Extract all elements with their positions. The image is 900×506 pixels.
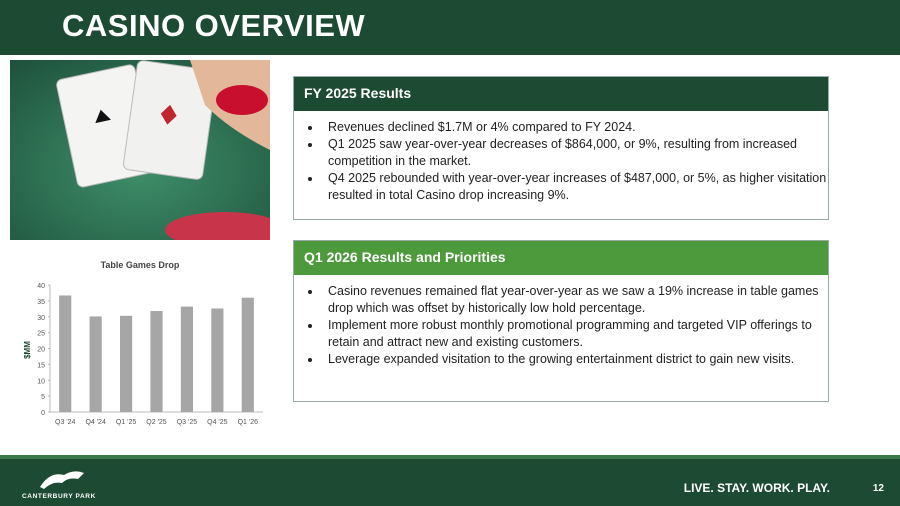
y-axis-label: $MM bbox=[23, 341, 32, 359]
x-tick-label: Q2 '25 bbox=[146, 419, 167, 426]
y-tick-label: 15 bbox=[37, 362, 45, 369]
y-tick-label: 30 bbox=[37, 315, 45, 322]
y-tick-label: 20 bbox=[37, 347, 45, 354]
x-tick-label: Q4 '25 bbox=[207, 419, 228, 426]
photo bbox=[10, 60, 270, 240]
bullet: Leverage expanded visitation to the grow… bbox=[322, 351, 828, 368]
y-tick-label: 25 bbox=[37, 331, 45, 338]
bullet-list: Revenues declined $1.7M or 4% compared t… bbox=[294, 119, 828, 204]
logo-text: CANTERBURY PARK bbox=[22, 493, 96, 500]
y-tick-label: 5 bbox=[41, 394, 45, 401]
bullet: Casino revenues remained flat year-over-… bbox=[322, 283, 828, 317]
logo-icon bbox=[40, 471, 84, 489]
y-tick-label: 0 bbox=[41, 410, 45, 417]
bar bbox=[119, 315, 133, 412]
bar bbox=[89, 316, 102, 412]
chart-title: Table Games Drop bbox=[101, 260, 180, 270]
bullet: Q1 2025 saw year-over-year decreases of … bbox=[322, 136, 828, 170]
bullet: Implement more robust monthly promotiona… bbox=[322, 317, 828, 351]
panel-title: Q1 2026 Results and Priorities bbox=[294, 241, 828, 275]
x-tick-label: Q1 '25 bbox=[116, 419, 137, 426]
x-tick-label: Q1 '26 bbox=[238, 419, 259, 426]
tagline: LIVE. STAY. WORK. PLAY. bbox=[683, 481, 830, 495]
y-tick-label: 10 bbox=[37, 378, 45, 385]
bullet-list: Casino revenues remained flat year-over-… bbox=[294, 283, 828, 368]
title: CASINO OVERVIEW bbox=[62, 8, 366, 43]
page-number: 12 bbox=[872, 483, 884, 494]
panel-title: FY 2025 Results bbox=[294, 77, 828, 111]
chart: Table Games Drop $MM 0 5 10 15 20 25 30 35 40 Q3 … bbox=[23, 260, 263, 426]
bar bbox=[211, 308, 224, 412]
bullet: Q4 2025 rebounded with year-over-year in… bbox=[322, 170, 828, 204]
panel: FY 2025 Results Revenues declined $1.7M … bbox=[293, 76, 829, 220]
footer: CANTERBURY PARK LIVE. STAY. WORK. PLAY. … bbox=[0, 455, 900, 506]
bar bbox=[241, 297, 254, 412]
bar bbox=[150, 311, 163, 412]
bar bbox=[180, 306, 194, 412]
x-tick-label: Q3 '24 bbox=[55, 419, 76, 426]
bar bbox=[59, 295, 72, 412]
header: CASINO OVERVIEW bbox=[0, 0, 900, 55]
bullet: Revenues declined $1.7M or 4% compared t… bbox=[322, 119, 828, 136]
panel: Q1 2026 Results and Priorities Casino re… bbox=[293, 240, 829, 402]
x-tick-label: Q3 '25 bbox=[177, 419, 198, 426]
y-tick-label: 35 bbox=[37, 299, 45, 306]
x-tick-label: Q4 '24 bbox=[85, 419, 106, 426]
y-tick-label: 40 bbox=[37, 283, 45, 290]
